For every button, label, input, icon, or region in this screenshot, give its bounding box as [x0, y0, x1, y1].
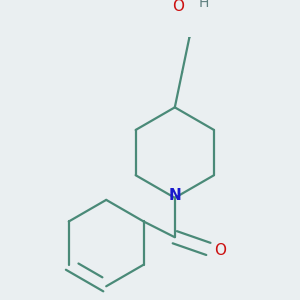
Text: N: N [168, 188, 181, 203]
Text: O: O [172, 0, 184, 14]
Text: H: H [199, 0, 209, 10]
Text: O: O [214, 243, 226, 258]
